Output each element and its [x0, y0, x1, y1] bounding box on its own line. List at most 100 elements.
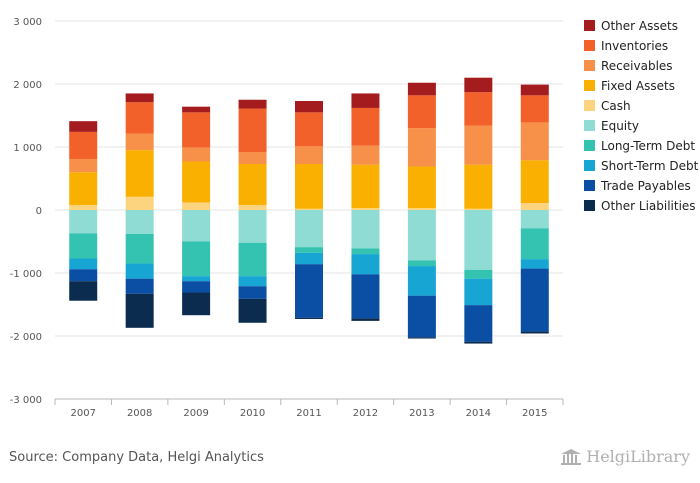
bar-segment [238, 164, 267, 205]
y-tick-label: 3 000 [13, 17, 42, 28]
bar-segment [69, 121, 98, 132]
bar-segment [182, 292, 211, 316]
bar-segment [464, 210, 493, 270]
legend-swatch [584, 60, 595, 71]
bar-segment [295, 252, 323, 265]
brand-name: HelgiLibrary [586, 447, 690, 466]
bar-segment [295, 264, 323, 318]
bar-segment [295, 101, 323, 113]
bar-segment [407, 295, 436, 338]
bar-segment [125, 196, 154, 210]
y-tick-label: -1 000 [10, 269, 42, 280]
bar-segment [295, 146, 323, 165]
bar-segment [69, 158, 98, 173]
legend-label: Inventories [601, 39, 668, 53]
legend-swatch [584, 120, 595, 131]
bar-segment [69, 281, 98, 301]
bar-segment [351, 318, 380, 321]
bar-segment [69, 204, 98, 210]
y-tick-label: -3 000 [10, 395, 42, 406]
bar-segment [69, 172, 98, 205]
legend-swatch [584, 140, 595, 151]
x-tick-label: 2007 [70, 408, 95, 419]
x-tick-label: 2009 [183, 408, 208, 419]
brand-logo: HelgiLibrary [560, 447, 690, 466]
bar-segment [520, 228, 549, 260]
legend-label: Other Liabilities [601, 199, 696, 213]
bar-segment [407, 208, 436, 210]
bar-segment [182, 241, 211, 277]
bar-segment [295, 317, 323, 319]
source-note: Source: Company Data, Helgi Analytics [9, 450, 264, 465]
bar-segment [351, 164, 380, 209]
legend-label: Fixed Assets [601, 79, 675, 93]
bar-segment [464, 164, 493, 209]
bar-segment [464, 208, 493, 210]
bar-segment [407, 260, 436, 267]
legend-label: Cash [601, 99, 631, 113]
bar-segment [351, 248, 380, 255]
bar-segment [182, 276, 211, 282]
legend-label: Equity [601, 119, 639, 133]
bar-segment [238, 204, 267, 210]
bar-segment [295, 247, 323, 253]
y-tick-label: 0 [36, 206, 42, 217]
bar-segment [125, 293, 154, 328]
x-tick-label: 2013 [409, 408, 434, 419]
bar-segment [464, 77, 493, 93]
y-tick-label: 1 000 [13, 143, 42, 154]
legend-label: Receivables [601, 59, 673, 73]
legend-label: Long-Term Debt [601, 139, 695, 153]
bar-segment [125, 210, 154, 234]
bar-segment [351, 254, 380, 275]
bar-segment [182, 161, 211, 203]
bar-segment [464, 269, 493, 279]
bar-segment [182, 202, 211, 210]
legend-swatch [584, 100, 595, 111]
bar-segment [238, 286, 267, 299]
bar-segment [351, 145, 380, 165]
bar-segment [407, 128, 436, 167]
bar-segment [69, 258, 98, 270]
legend-swatch [584, 180, 595, 191]
bar-segment [69, 233, 98, 259]
bar-segment [238, 152, 267, 165]
bar-segment [464, 92, 493, 126]
bar-segment [407, 337, 436, 339]
bar-segment [125, 263, 154, 279]
x-tick-label: 2014 [466, 408, 491, 419]
library-building-icon [561, 448, 582, 465]
legend-label: Short-Term Debt [601, 159, 699, 173]
bar-segment [520, 268, 549, 332]
bar-segment [238, 298, 267, 323]
legend-swatch [584, 20, 595, 31]
bar-segment [295, 164, 323, 209]
bar-segment [295, 208, 323, 210]
bar-segment [351, 210, 380, 249]
y-tick-label: -2 000 [10, 332, 42, 343]
bar-segment [295, 112, 323, 147]
bar-segment [520, 259, 549, 269]
bar-segment [520, 331, 549, 334]
bar-segment [520, 203, 549, 210]
bar-segment [125, 93, 154, 103]
legend-swatch [584, 40, 595, 51]
bar-segment [520, 84, 549, 96]
bar-segment [182, 112, 211, 148]
legend-label: Trade Payables [600, 179, 691, 193]
bar-segment [69, 131, 98, 159]
bar-segment [182, 106, 211, 113]
bar-segment [351, 107, 380, 146]
bar-segment [238, 108, 267, 153]
bar-segment [238, 242, 267, 277]
bar-segment [464, 305, 493, 342]
bar-segment [125, 233, 154, 264]
x-tick-label: 2008 [127, 408, 152, 419]
bar-segment [238, 276, 267, 287]
bar-segment [407, 266, 436, 296]
bar-segment [69, 210, 98, 234]
bar-segment [125, 102, 154, 134]
bar-segment [182, 210, 211, 242]
bar-segment [520, 210, 549, 229]
